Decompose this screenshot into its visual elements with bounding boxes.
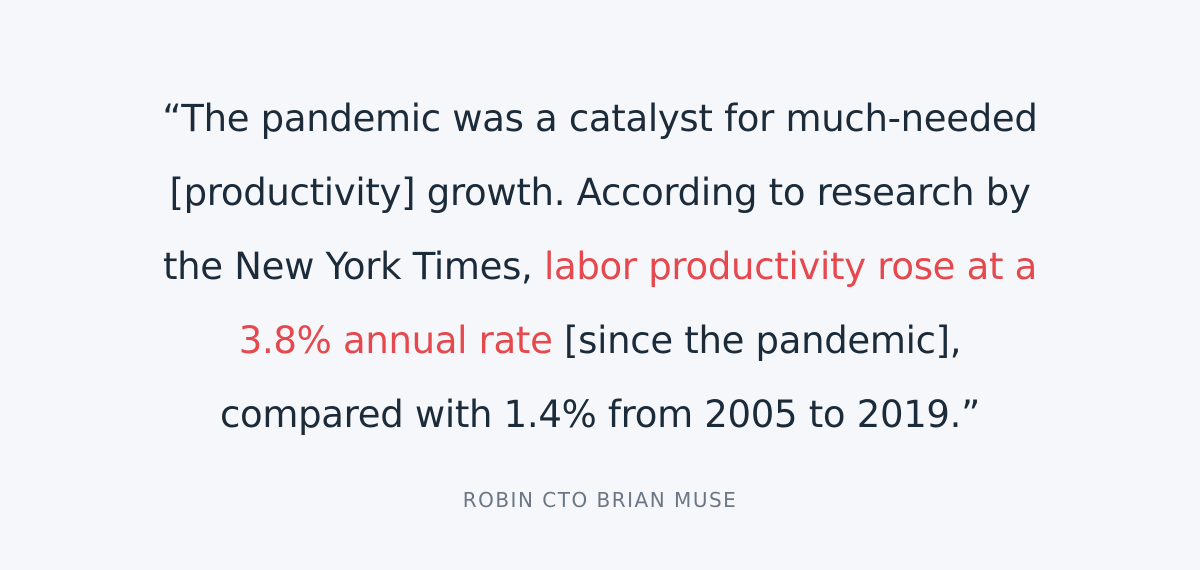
quote-line: [productivity] growth. According to rese… [0, 156, 1200, 230]
attribution: ROBIN CTO BRIAN MUSE [462, 488, 738, 512]
quote-text: the New York Times, [162, 245, 544, 288]
highlight-text: labor productivity rose at a [543, 245, 1038, 288]
highlight-text: 3.8% annual rate [238, 319, 553, 362]
quote-text: “The pandemic was a catalyst for much-ne… [162, 97, 1038, 140]
quote-line: compared with 1.4% from 2005 to 2019.” [0, 378, 1200, 452]
quote-text: compared with 1.4% from 2005 to 2019.” [220, 393, 980, 436]
quote-line: “The pandemic was a catalyst for much-ne… [0, 82, 1200, 156]
quote-line: 3.8% annual rate [since the pandemic], [0, 304, 1200, 378]
quote-text: [since the pandemic], [552, 319, 962, 362]
quote-text: [productivity] growth. According to rese… [169, 171, 1031, 214]
quote-line: the New York Times, labor productivity r… [0, 230, 1200, 304]
quote: “The pandemic was a catalyst for much-ne… [0, 82, 1200, 452]
